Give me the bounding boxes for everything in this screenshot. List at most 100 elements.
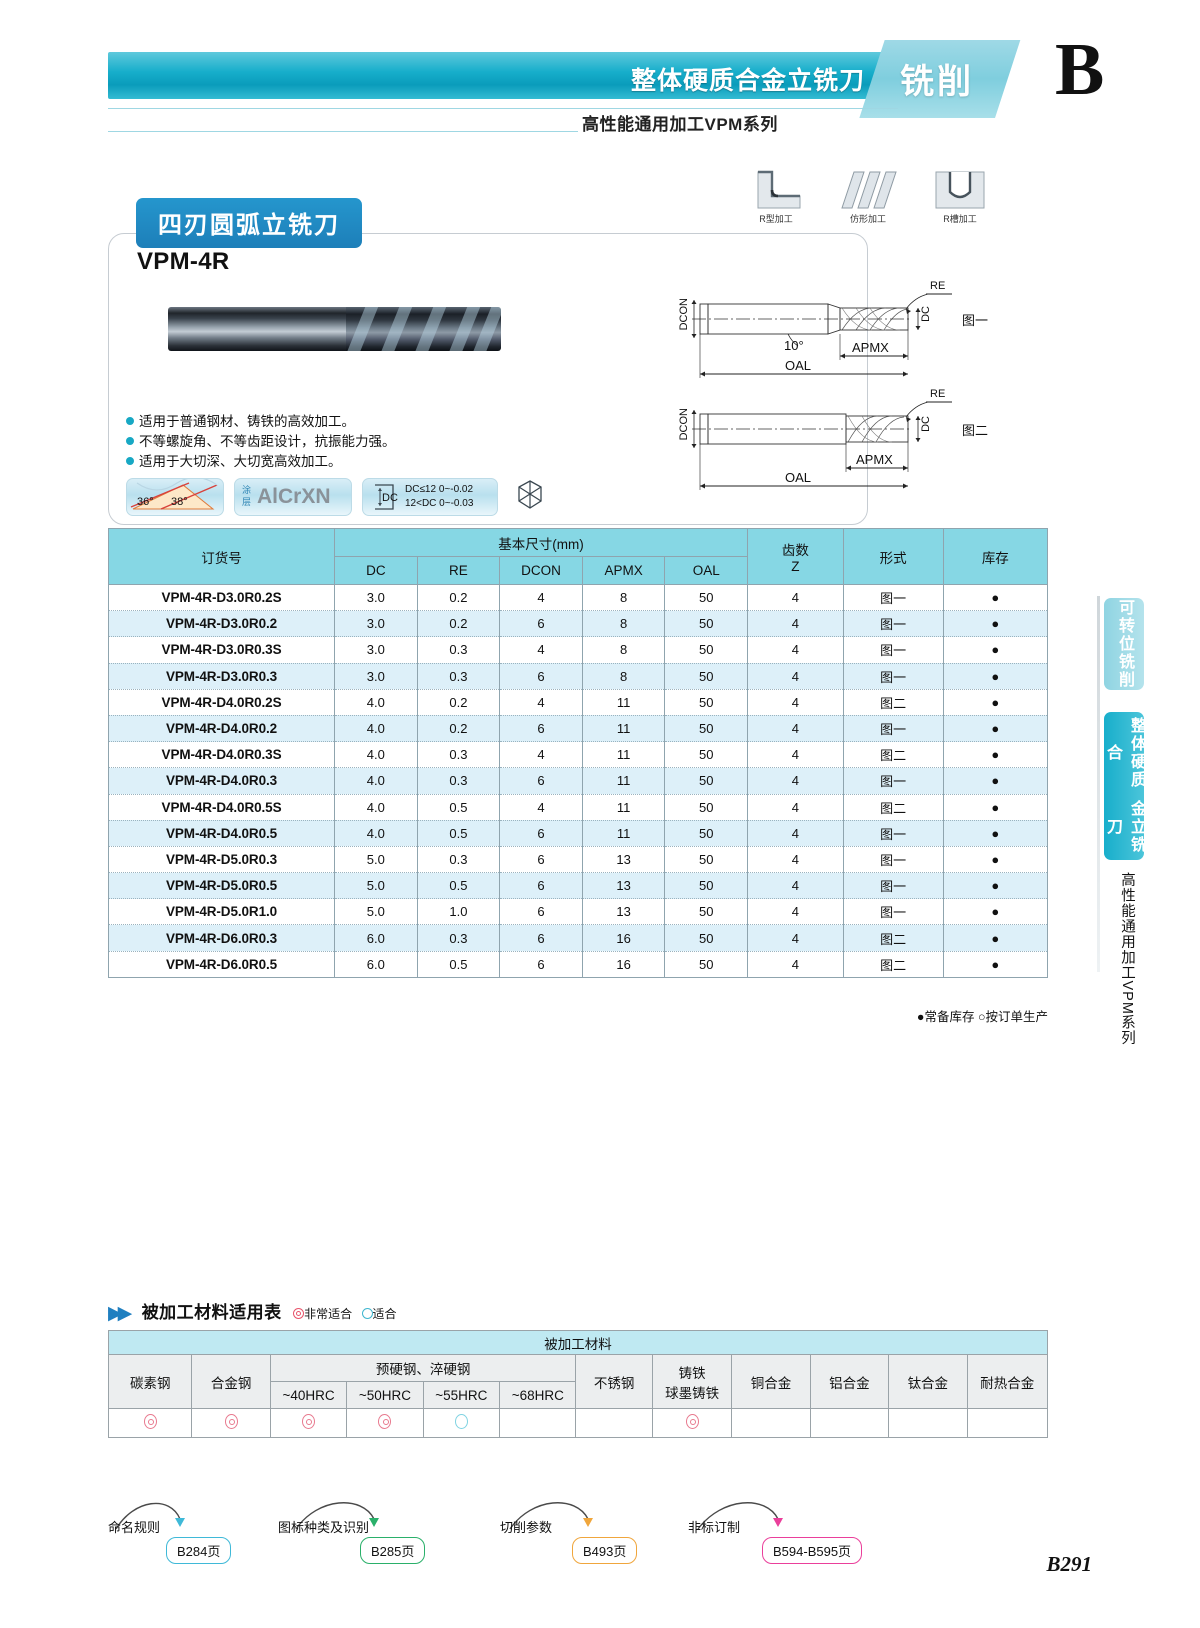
spec-table-head: 订货号 基本尺寸(mm) 齿数 Z 形式 库存 DC RE DCON APMX … xyxy=(107,528,1049,585)
flute-end-badge xyxy=(508,478,554,516)
cell-apmx: 11 xyxy=(581,767,666,795)
table-row: VPM-4R-D3.0R0.3 3.0 0.3 6 8 50 4 图一 ● xyxy=(107,662,1049,690)
reference-label: 非标订制 xyxy=(688,1520,741,1535)
cell-re: 1.0 xyxy=(416,898,501,926)
material-marks-row xyxy=(107,1408,1049,1438)
cell-apmx: 8 xyxy=(581,583,666,612)
cell-apmx: 13 xyxy=(581,898,666,926)
cell-oal: 50 xyxy=(664,793,749,821)
cell-order-no: VPM-4R-D3.0R0.2 xyxy=(107,610,336,638)
cell-order-no: VPM-4R-D5.0R0.3 xyxy=(107,845,336,874)
diagram1-dcon-label: DCON xyxy=(678,298,690,331)
tool-shank xyxy=(168,307,348,351)
material-mark-55hrc xyxy=(422,1408,501,1438)
cell-dcon: 4 xyxy=(499,741,583,769)
cell-dcon: 6 xyxy=(499,845,583,874)
cell-dcon: 6 xyxy=(499,950,583,978)
cell-dc: 3.0 xyxy=(334,610,418,638)
cell-oal: 50 xyxy=(664,767,749,795)
cell-dc: 4.0 xyxy=(334,688,418,716)
cell-oal: 50 xyxy=(664,688,749,716)
cell-oal: 50 xyxy=(664,714,749,743)
cell-teeth: 4 xyxy=(747,688,844,716)
reference-page-pill[interactable]: B594-B595页 xyxy=(762,1537,863,1564)
material-band-title: 被加工材料 xyxy=(108,1330,1048,1355)
cell-re: 0.3 xyxy=(416,741,501,769)
side-tab-rail xyxy=(1097,596,1100,972)
svg-text:DC: DC xyxy=(382,492,398,504)
material-col-copper-alloy: 铜合金 xyxy=(731,1354,811,1409)
spec-col-oal: OAL xyxy=(664,556,749,585)
side-tab-indexable-milling[interactable]: 可转位铣削 xyxy=(1104,598,1144,690)
cell-teeth: 4 xyxy=(747,583,844,612)
table-row: VPM-4R-D5.0R0.5 5.0 0.5 6 13 50 4 图一 ● xyxy=(107,872,1049,900)
cell-re: 0.3 xyxy=(416,636,501,664)
cell-apmx: 11 xyxy=(581,714,666,743)
process-icon-caption: R槽加工 xyxy=(943,214,977,224)
cell-apmx: 13 xyxy=(581,845,666,874)
table-row: VPM-4R-D4.0R0.2 4.0 0.2 6 11 50 4 图一 ● xyxy=(107,714,1049,743)
header-bar: 整体硬质合金立铣刀 xyxy=(108,52,903,99)
coating-name: AlCrXN xyxy=(257,485,331,508)
cell-teeth: 4 xyxy=(747,636,844,664)
cell-oal: 50 xyxy=(664,636,749,664)
reference-page-pill[interactable]: B285页 xyxy=(360,1537,426,1564)
cell-dcon: 4 xyxy=(499,636,583,664)
cell-re: 0.5 xyxy=(416,872,501,900)
cell-dcon: 6 xyxy=(499,662,583,690)
cell-dc: 4.0 xyxy=(334,714,418,743)
coating-label: 涂层 xyxy=(241,485,251,507)
spec-table-body: VPM-4R-D3.0R0.2S 3.0 0.2 4 8 50 4 图一 ● VPM-4R-D3.… xyxy=(107,583,1049,978)
cell-dcon: 4 xyxy=(499,688,583,716)
header-rule-2 xyxy=(108,131,578,132)
material-col-aluminum-alloy: 铝合金 xyxy=(809,1354,890,1409)
process-icon-r-slot: R槽加工 xyxy=(919,170,1001,225)
material-mark-aluminum-alloy xyxy=(809,1408,890,1438)
cell-dcon: 6 xyxy=(499,898,583,926)
cell-re: 0.3 xyxy=(416,924,501,952)
cell-re: 0.5 xyxy=(416,950,501,978)
cell-apmx: 13 xyxy=(581,872,666,900)
process-icon-r-corner: R型加工 xyxy=(735,170,817,225)
cell-re: 0.3 xyxy=(416,767,501,795)
material-mark-carbon-steel xyxy=(107,1408,193,1438)
feature-text: 适用于普通钢材、铸铁的高效加工。 xyxy=(139,414,355,429)
cell-form: 图一 xyxy=(842,714,944,743)
side-tab-solid-carbide-endmill[interactable]: 整体硬质合 金立铣刀 xyxy=(1104,712,1145,860)
material-mark-cast-iron xyxy=(651,1408,733,1438)
spec-col-dc: DC xyxy=(334,556,418,585)
cell-teeth: 4 xyxy=(747,845,844,874)
material-col-titanium-alloy: 钛合金 xyxy=(888,1354,968,1409)
very-suitable-icon xyxy=(143,1414,157,1429)
cell-dc: 4.0 xyxy=(334,819,418,847)
process-icon-caption: R型加工 xyxy=(759,214,793,224)
cell-re: 0.2 xyxy=(416,714,501,743)
legend-suitable-label: 适合 xyxy=(372,1307,397,1321)
material-mark-50hrc xyxy=(346,1408,424,1438)
cell-dcon: 4 xyxy=(499,583,583,612)
material-col-heat-resistant-alloy: 耐热合金 xyxy=(966,1354,1049,1409)
cell-teeth: 4 xyxy=(747,767,844,795)
cell-re: 0.2 xyxy=(416,583,501,612)
feature-item: 不等螺旋角、不等齿距设计，抗振能力强。 xyxy=(126,432,546,452)
cell-teeth: 4 xyxy=(747,662,844,690)
feature-item: 适用于大切深、大切宽高效加工。 xyxy=(126,452,546,472)
cell-stock: ● xyxy=(942,688,1049,716)
cell-dc: 5.0 xyxy=(334,898,418,926)
material-mark-stainless-steel xyxy=(575,1408,653,1438)
cell-apmx: 11 xyxy=(581,688,666,716)
feature-text: 适用于大切深、大切宽高效加工。 xyxy=(139,454,342,469)
material-col-alloy-steel: 合金钢 xyxy=(191,1354,271,1409)
cell-oal: 50 xyxy=(664,872,749,900)
material-mark-alloy-steel xyxy=(191,1408,271,1438)
legend-very-suitable-icon xyxy=(293,1308,305,1319)
cell-form: 图一 xyxy=(842,845,944,874)
r-corner-machining-icon xyxy=(742,170,810,210)
material-legend: 非常适合 适合 xyxy=(293,1307,397,1321)
side-tab-a-label: 可转位铣削 xyxy=(1116,599,1133,689)
svg-text:38°: 38° xyxy=(171,496,188,508)
cell-teeth: 4 xyxy=(747,610,844,638)
reference-page-pill[interactable]: B284页 xyxy=(166,1537,232,1564)
reference-page-pill[interactable]: B493页 xyxy=(572,1537,638,1564)
feature-item: 适用于普通钢材、铸铁的高效加工。 xyxy=(126,412,546,432)
